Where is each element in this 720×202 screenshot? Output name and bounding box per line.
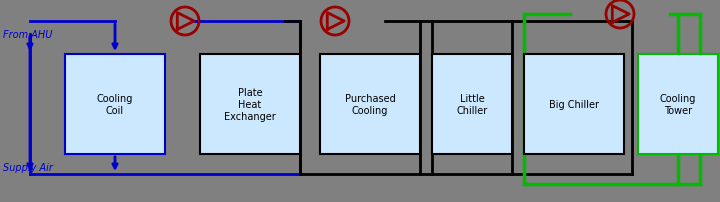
Text: Big Chiller: Big Chiller: [549, 100, 599, 109]
Bar: [320, 55, 420, 154]
Text: Cooling
Tower: Cooling Tower: [660, 94, 696, 115]
Text: Little
Chiller: Little Chiller: [456, 94, 487, 115]
Bar: [524, 55, 624, 154]
Text: Cooling
Coil: Cooling Coil: [96, 94, 133, 115]
Text: Supply Air: Supply Air: [3, 162, 53, 172]
Text: Plate
Heat
Exchanger: Plate Heat Exchanger: [224, 88, 276, 121]
Bar: [638, 55, 718, 154]
Bar: [200, 55, 300, 154]
Bar: [65, 55, 165, 154]
Text: Purchased
Cooling: Purchased Cooling: [345, 94, 395, 115]
Text: From AHU: From AHU: [3, 30, 53, 40]
Bar: [432, 55, 512, 154]
